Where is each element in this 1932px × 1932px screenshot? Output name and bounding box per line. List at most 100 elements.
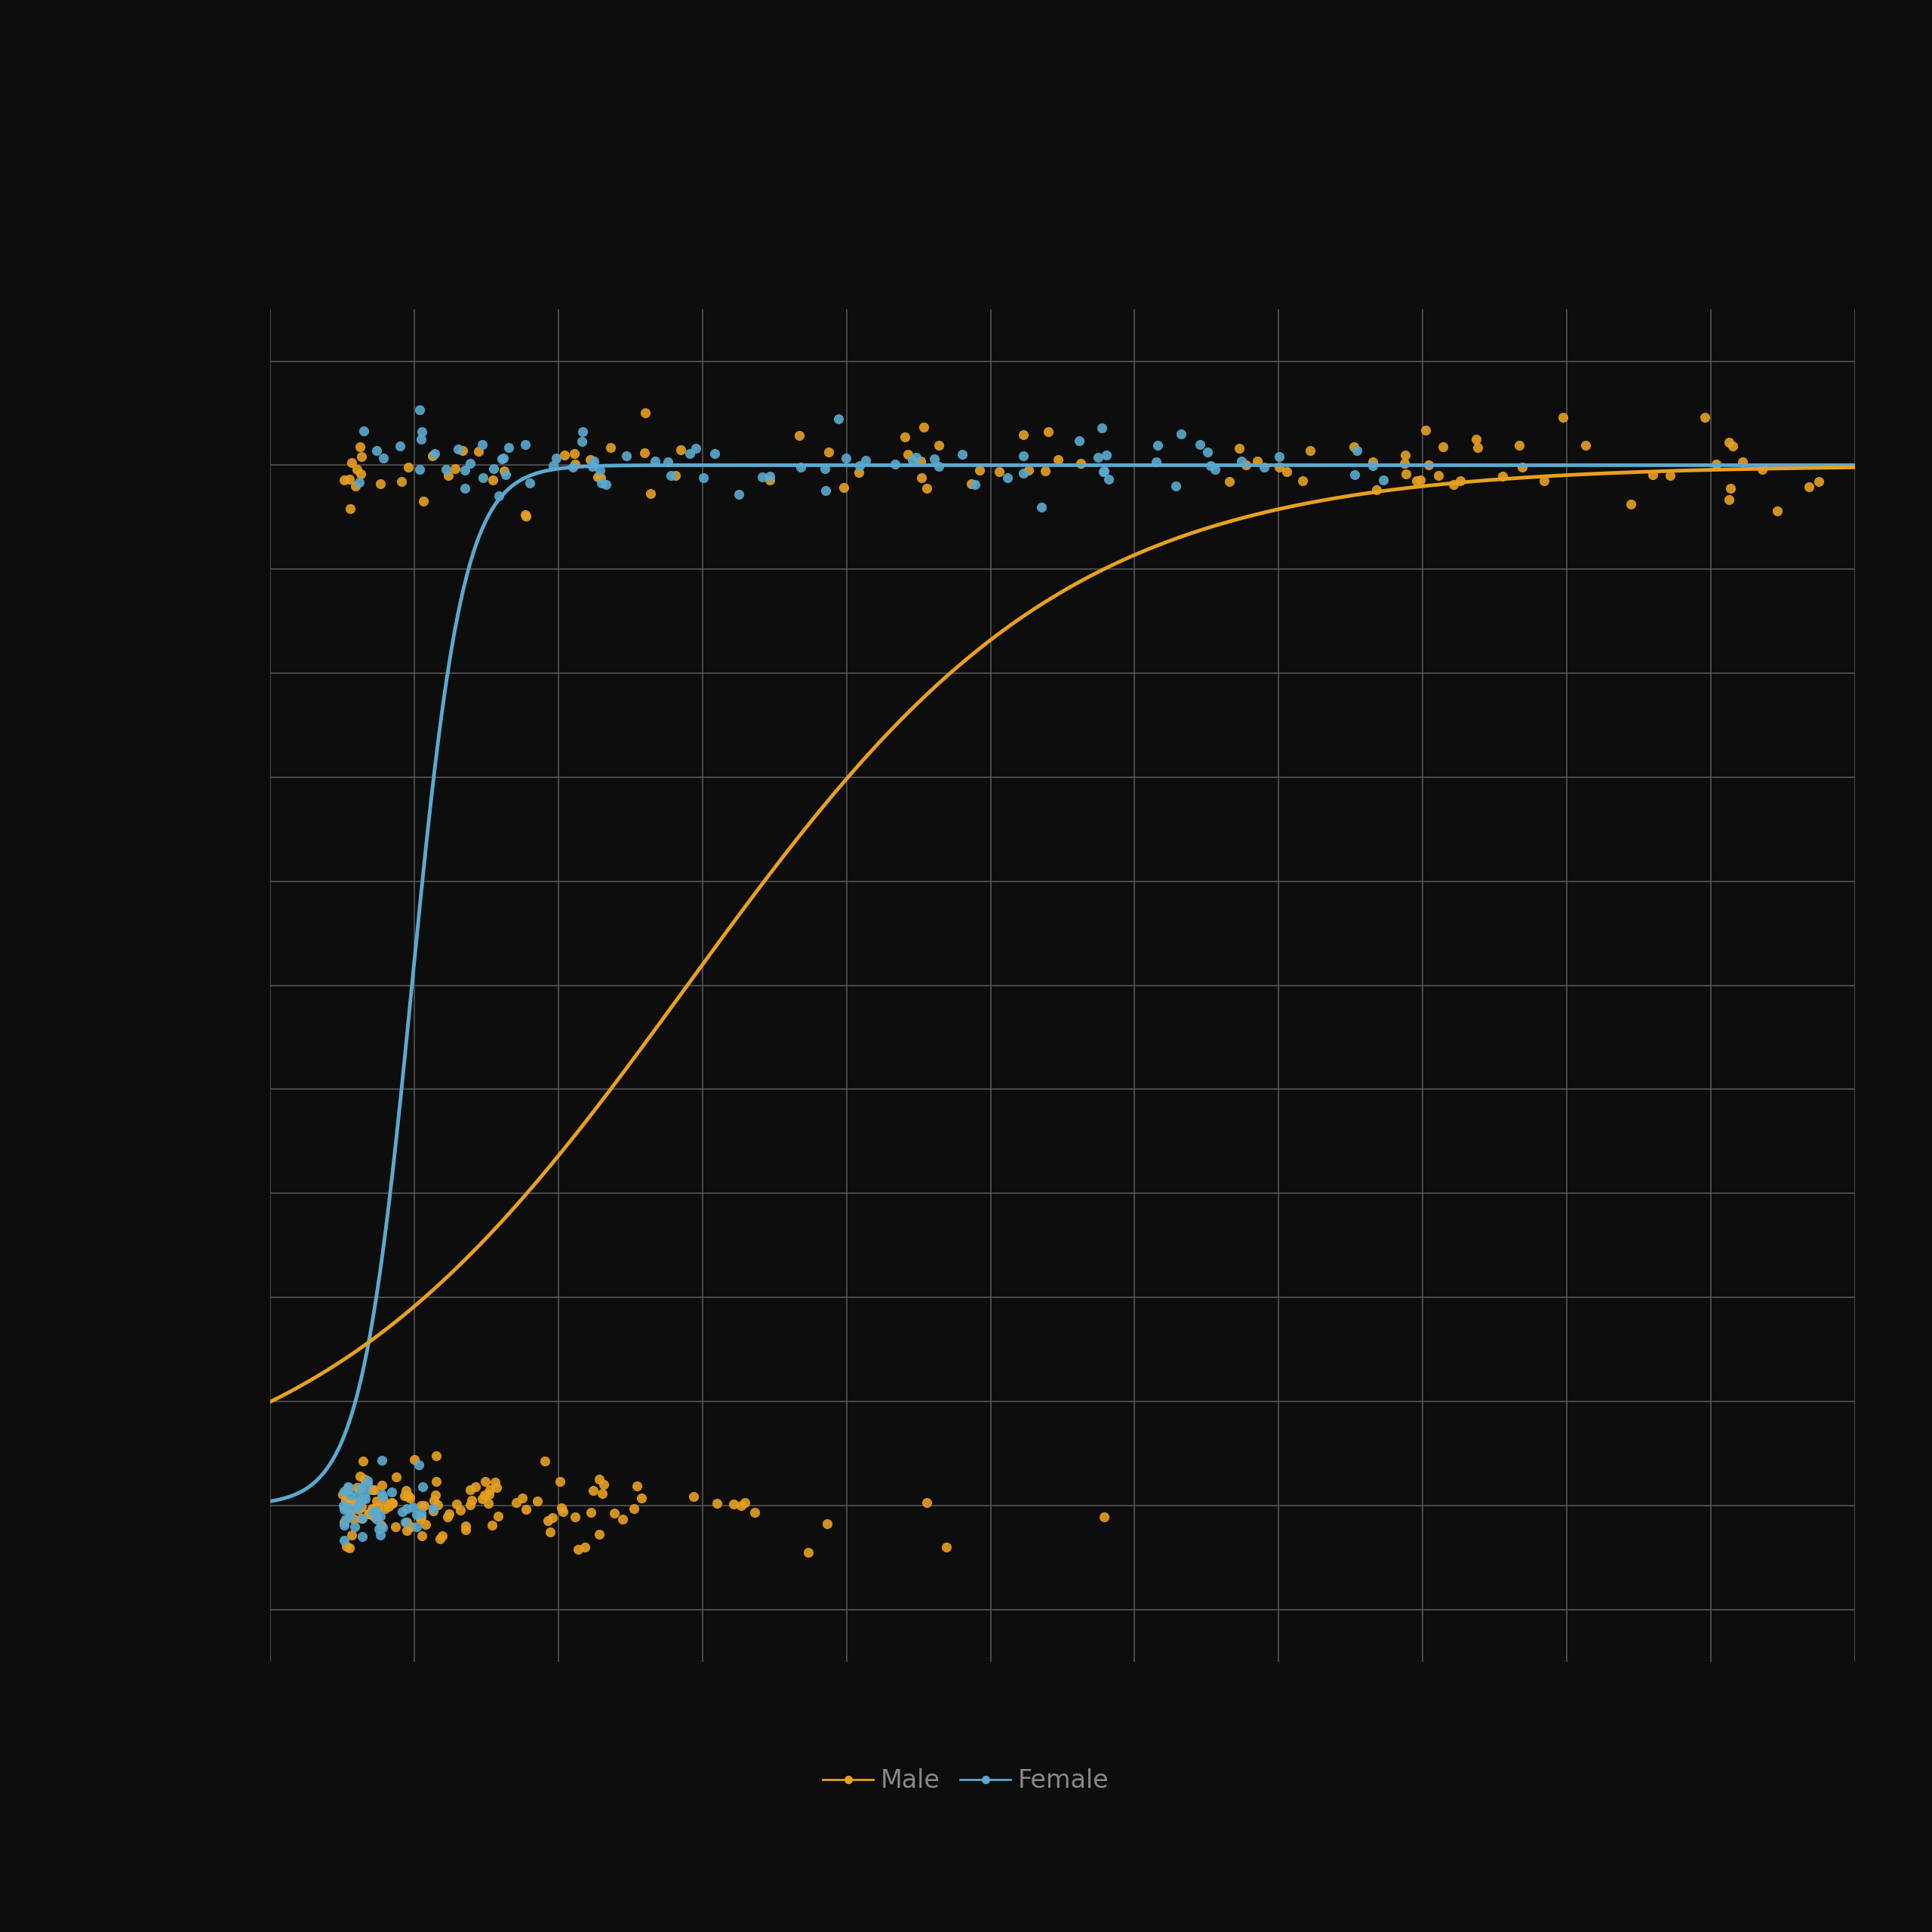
Point xyxy=(1391,440,1422,471)
Point xyxy=(558,439,589,469)
Point xyxy=(1362,475,1393,506)
Point xyxy=(328,1511,359,1542)
Point xyxy=(454,448,485,479)
Point xyxy=(784,452,815,483)
Point xyxy=(1225,446,1256,477)
Point xyxy=(1009,440,1039,471)
Point xyxy=(334,464,365,495)
Point xyxy=(361,1486,392,1517)
Point xyxy=(1223,433,1254,464)
Point xyxy=(510,1493,541,1524)
Point xyxy=(354,1497,384,1528)
Point xyxy=(784,419,815,450)
Point xyxy=(831,442,862,473)
Point xyxy=(468,462,498,493)
Point xyxy=(342,454,373,485)
Point xyxy=(665,435,696,466)
Point xyxy=(346,458,377,489)
Point xyxy=(433,1499,464,1530)
Point xyxy=(361,1492,392,1522)
Point xyxy=(350,1464,381,1495)
Point xyxy=(330,1486,361,1517)
Point xyxy=(792,1536,823,1567)
Point xyxy=(753,460,784,491)
Point xyxy=(585,468,616,498)
Point xyxy=(330,1503,361,1534)
Point xyxy=(334,1499,365,1530)
Point xyxy=(699,439,730,469)
Point xyxy=(1161,469,1192,500)
Point xyxy=(483,1501,514,1532)
Point xyxy=(547,1495,578,1526)
Point xyxy=(332,1486,363,1517)
Point xyxy=(346,1503,377,1534)
Point xyxy=(923,431,954,462)
Point xyxy=(618,1493,649,1524)
Point xyxy=(450,1511,481,1542)
Point xyxy=(628,437,659,468)
Point xyxy=(560,1501,591,1532)
Point xyxy=(510,429,541,460)
Point xyxy=(406,1490,437,1520)
Point xyxy=(460,1470,491,1501)
Point xyxy=(473,1488,504,1519)
Point xyxy=(479,452,510,483)
Point xyxy=(1762,497,1793,527)
Point xyxy=(419,1480,450,1511)
Point xyxy=(334,1492,365,1522)
Point xyxy=(500,1488,531,1519)
Point xyxy=(336,446,367,477)
Point xyxy=(338,1503,369,1534)
Legend: Male, Female: Male, Female xyxy=(813,1758,1119,1803)
Point xyxy=(580,444,611,475)
Point xyxy=(1065,448,1095,479)
Point xyxy=(1088,1501,1119,1532)
Point xyxy=(1803,466,1833,497)
Point xyxy=(330,1493,361,1524)
Point xyxy=(1714,427,1745,458)
Point xyxy=(392,1480,423,1511)
Point xyxy=(464,435,495,466)
Point xyxy=(444,1495,475,1526)
Point xyxy=(334,1501,365,1532)
Point xyxy=(1014,454,1045,485)
Point xyxy=(918,444,949,475)
Point xyxy=(570,1532,601,1563)
Point xyxy=(359,1474,390,1505)
Point xyxy=(956,468,987,498)
Point xyxy=(661,460,692,491)
Point xyxy=(352,1466,383,1497)
Point xyxy=(753,464,784,495)
Point xyxy=(481,1472,512,1503)
Point xyxy=(748,462,779,493)
Point xyxy=(1727,446,1758,477)
Point xyxy=(454,1474,485,1505)
Point xyxy=(533,1505,564,1536)
Point xyxy=(487,444,518,475)
Point xyxy=(688,462,719,493)
Point xyxy=(390,1507,421,1538)
Point xyxy=(398,1492,429,1522)
Point xyxy=(823,404,854,435)
Point xyxy=(566,427,597,458)
Point xyxy=(410,1509,440,1540)
Point xyxy=(728,1488,759,1519)
Point xyxy=(469,1480,500,1511)
Point xyxy=(406,1497,437,1528)
Point xyxy=(392,1515,423,1546)
Point xyxy=(431,1501,462,1532)
Point xyxy=(1391,458,1422,489)
Point xyxy=(1339,431,1370,462)
Point xyxy=(367,1478,398,1509)
Point xyxy=(346,1503,377,1534)
Point xyxy=(535,1517,566,1548)
Point xyxy=(1248,452,1279,483)
Point xyxy=(440,454,471,485)
Point xyxy=(595,433,626,464)
Point xyxy=(346,1492,377,1522)
Point xyxy=(404,1503,435,1534)
Point xyxy=(1030,456,1061,487)
Point xyxy=(344,1474,375,1505)
Point xyxy=(421,1466,452,1497)
Point xyxy=(1242,446,1273,477)
